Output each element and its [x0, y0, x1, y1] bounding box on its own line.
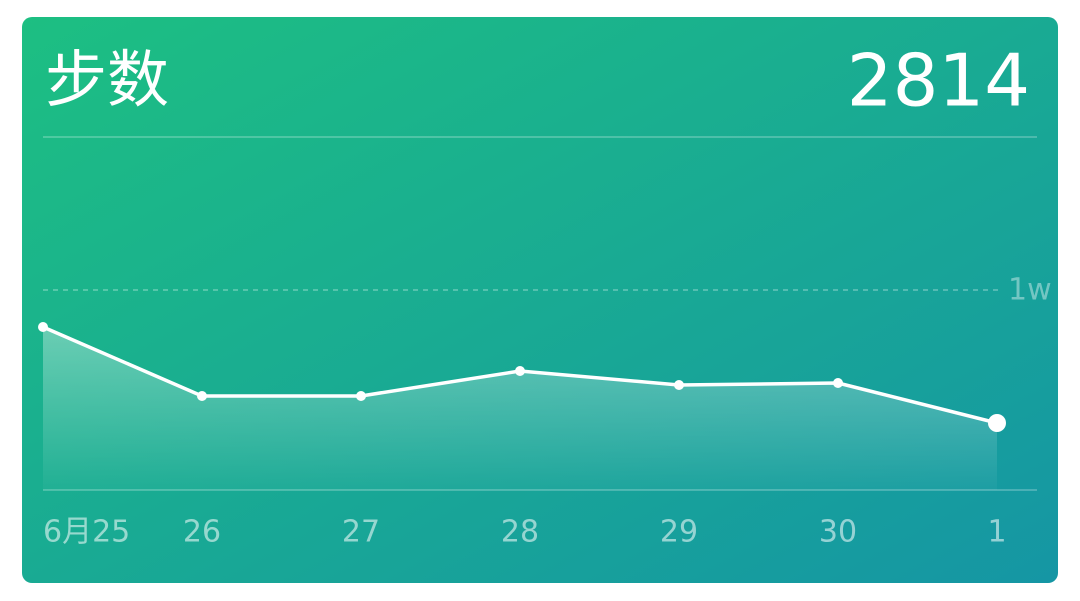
- card-title: 步数: [45, 43, 169, 116]
- x-tick-label: 6月25: [43, 515, 130, 550]
- x-tick-label: 28: [501, 515, 539, 550]
- x-tick-label: 29: [660, 515, 698, 550]
- line-area: [43, 327, 997, 490]
- current-value: 2814: [847, 39, 1030, 123]
- point: [674, 380, 684, 390]
- x-tick-label: 27: [342, 515, 380, 550]
- point: [356, 391, 366, 401]
- point: [833, 378, 843, 388]
- x-tick-label: 30: [819, 515, 857, 550]
- point: [197, 391, 207, 401]
- x-tick-label: 1: [987, 515, 1006, 550]
- point: [38, 322, 48, 332]
- point: [515, 366, 525, 376]
- x-tick-label: 26: [183, 515, 221, 550]
- point: [988, 414, 1006, 432]
- y-tick-label: 1w: [1008, 273, 1052, 308]
